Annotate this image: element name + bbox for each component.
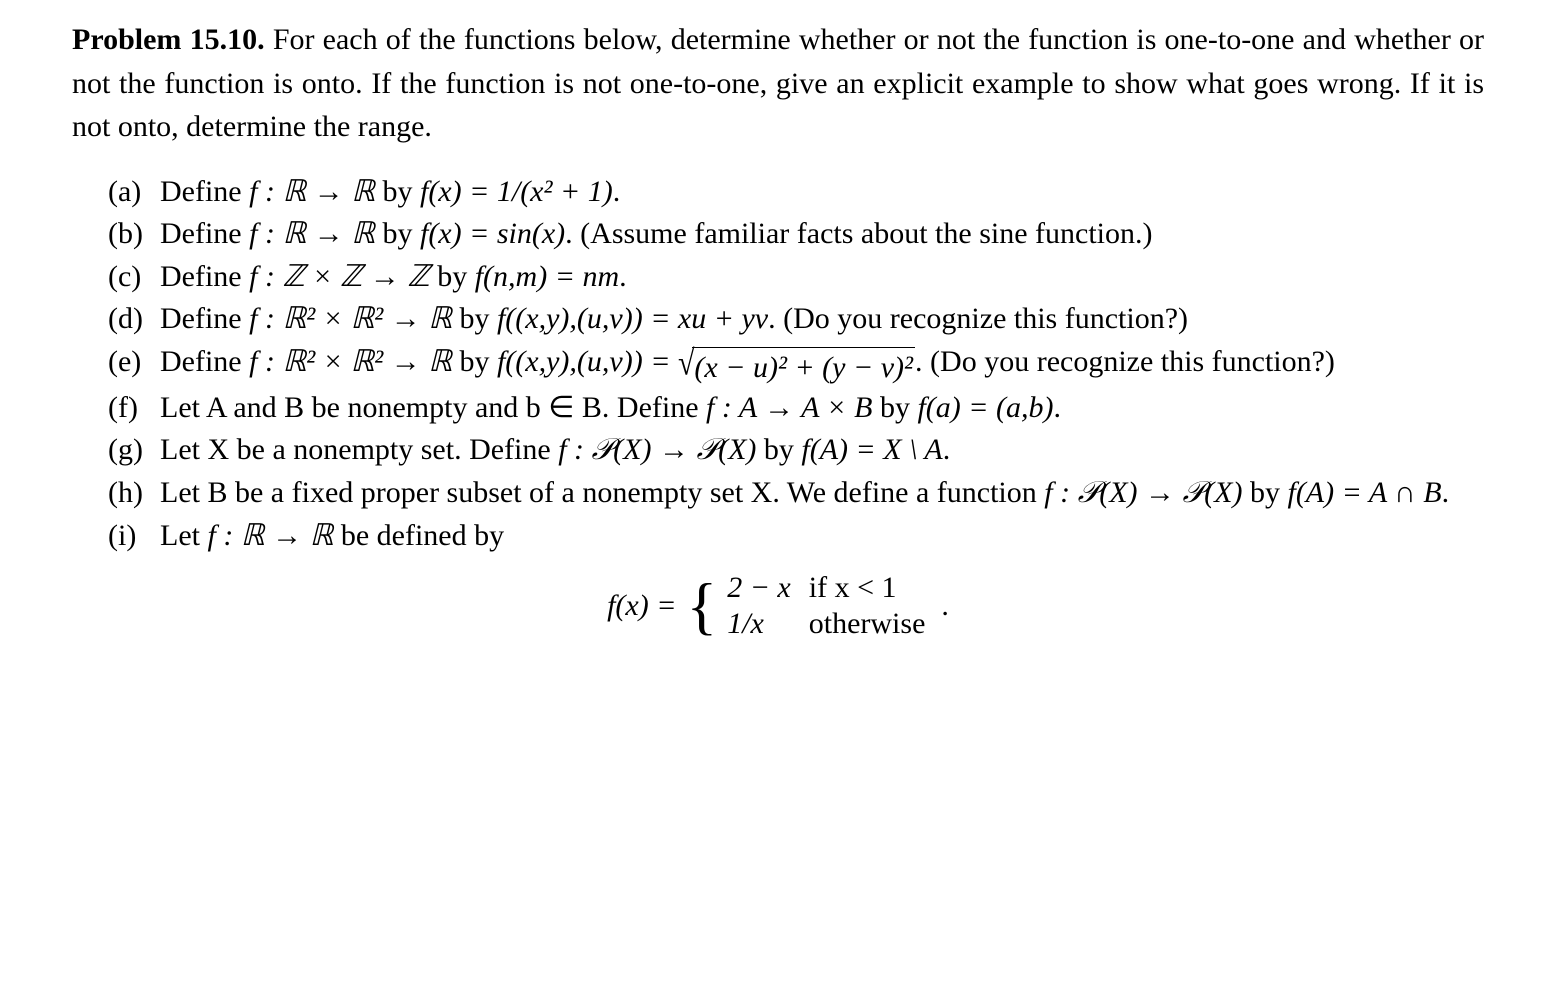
problem-label: Problem 15.10. xyxy=(72,23,265,56)
part-e-map: f : ℝ² × ℝ² → ℝ xyxy=(249,345,452,378)
part-g-def: f(A) = X \ A xyxy=(801,433,942,466)
part-e-def-prefix: f((x,y),(u,v)) = xyxy=(497,345,678,378)
part-b-map: f : ℝ → ℝ xyxy=(249,217,375,250)
part-g: (g) Let X be a nonempty set. Define f : … xyxy=(108,429,1484,472)
piecewise-case1-value: 2 − x xyxy=(727,571,791,604)
part-d-post: . (Do you recognize this function?) xyxy=(768,302,1188,335)
part-d-map: f : ℝ² × ℝ² → ℝ xyxy=(249,302,452,335)
piecewise-trail: . xyxy=(941,589,949,623)
piecewise-equation: f(x) = { 2 − x if x < 1 1/x otherwise . xyxy=(72,571,1484,641)
piecewise-case2-value: 1/x xyxy=(727,607,764,640)
parts-list: (a) Define f : ℝ → ℝ by f(x) = 1/(x² + 1… xyxy=(72,171,1484,558)
part-i-post: be defined by xyxy=(333,519,504,552)
part-b: (b) Define f : ℝ → ℝ by f(x) = sin(x). (… xyxy=(108,213,1484,256)
left-brace-icon: { xyxy=(686,577,717,635)
part-h-by: by xyxy=(1242,476,1287,509)
part-e-by: by xyxy=(452,345,497,378)
part-a-def: f(x) = 1/(x² + 1) xyxy=(420,175,613,208)
part-i-text1: Let xyxy=(160,519,207,552)
part-d-pre: Define xyxy=(160,302,249,335)
part-i: (i) Let f : ℝ → ℝ be defined by xyxy=(108,515,1484,558)
piecewise-case1-cond: if x < 1 xyxy=(809,571,926,605)
part-g-text1: Let X be a nonempty set. Define xyxy=(160,433,558,466)
part-h-marker: (h) xyxy=(108,472,143,515)
part-c-map: f : ℤ × ℤ → ℤ xyxy=(249,260,430,293)
part-g-map: f : 𝒫(X) → 𝒫(X) xyxy=(558,433,756,466)
part-h: (h) Let B be a fixed proper subset of a … xyxy=(108,472,1484,515)
piecewise-cases: 2 − x if x < 1 1/x otherwise xyxy=(727,571,925,641)
part-i-marker: (i) xyxy=(108,515,136,558)
part-a-map: f : ℝ → ℝ xyxy=(249,175,375,208)
part-e-radicand: (x − u)² + (y − v)² xyxy=(694,351,913,384)
part-f-marker: (f) xyxy=(108,387,138,430)
part-f-post: . xyxy=(1053,391,1061,424)
part-b-by: by xyxy=(375,217,420,250)
part-c-pre: Define xyxy=(160,260,249,293)
part-h-post: . xyxy=(1442,476,1450,509)
part-i-map: f : ℝ → ℝ xyxy=(207,519,333,552)
part-a-post: . xyxy=(613,175,621,208)
part-f-def: f(a) = (a,b) xyxy=(917,391,1053,424)
part-a-marker: (a) xyxy=(108,171,141,214)
part-d-by: by xyxy=(452,302,497,335)
page: Problem 15.10. For each of the functions… xyxy=(0,0,1556,681)
piecewise-case2-cond: otherwise xyxy=(809,607,926,641)
part-d-def: f((x,y),(u,v)) = xu + yv xyxy=(497,302,768,335)
part-b-marker: (b) xyxy=(108,213,143,256)
part-h-map: f : 𝒫(X) → 𝒫(X) xyxy=(1044,476,1242,509)
part-h-def: f(A) = A ∩ B xyxy=(1287,476,1441,509)
part-b-def: f(x) = sin(x) xyxy=(420,217,565,250)
part-h-text1: Let B be a fixed proper subset of a none… xyxy=(160,476,1044,509)
part-c-by: by xyxy=(430,260,475,293)
part-d-marker: (d) xyxy=(108,298,143,341)
part-f-map: f : A → A × B xyxy=(706,391,872,424)
part-c-def: f(n,m) = nm xyxy=(475,260,619,293)
part-f-by: by xyxy=(872,391,917,424)
part-b-pre: Define xyxy=(160,217,249,250)
part-f: (f) Let A and B be nonempty and b ∈ B. D… xyxy=(108,387,1484,430)
piecewise-lhs: f(x) = xyxy=(607,589,676,622)
part-a-by: by xyxy=(375,175,420,208)
part-c: (c) Define f : ℤ × ℤ → ℤ by f(n,m) = nm. xyxy=(108,256,1484,299)
part-g-by: by xyxy=(756,433,801,466)
part-f-text1: Let A and B be nonempty and b ∈ B. Defin… xyxy=(160,391,706,424)
part-d: (d) Define f : ℝ² × ℝ² → ℝ by f((x,y),(u… xyxy=(108,298,1484,341)
part-a-pre: Define xyxy=(160,175,249,208)
part-g-post: . xyxy=(943,433,951,466)
part-e-pre: Define xyxy=(160,345,249,378)
part-e-post: . (Do you recognize this function?) xyxy=(915,345,1335,378)
part-c-post: . xyxy=(619,260,627,293)
sqrt-icon: √(x − u)² + (y − v)² xyxy=(678,347,915,387)
part-g-marker: (g) xyxy=(108,429,143,472)
problem-intro: Problem 15.10. For each of the functions… xyxy=(72,18,1484,149)
problem-intro-text: For each of the functions below, determi… xyxy=(72,23,1484,143)
part-b-post: . (Assume familiar facts about the sine … xyxy=(565,217,1152,250)
part-c-marker: (c) xyxy=(108,256,141,299)
part-e-marker: (e) xyxy=(108,341,141,384)
part-a: (a) Define f : ℝ → ℝ by f(x) = 1/(x² + 1… xyxy=(108,171,1484,214)
part-e: (e) Define f : ℝ² × ℝ² → ℝ by f((x,y),(u… xyxy=(108,341,1484,387)
